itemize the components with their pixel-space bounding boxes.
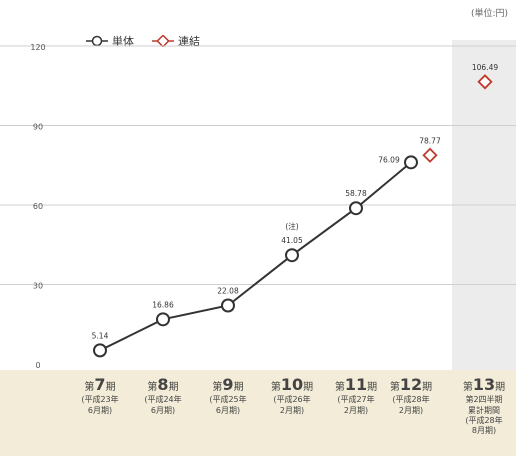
category-label: 第7期 (平成23年 6月期)	[81, 375, 119, 415]
single-point	[349, 201, 363, 216]
legend-single-label: 単体	[112, 35, 134, 48]
legend: 単体 連結	[86, 33, 200, 49]
single-point	[285, 248, 299, 263]
single-data-label: 41.05	[281, 236, 303, 245]
y-tick-label: 90	[33, 123, 43, 132]
unit-label: (単位:円)	[470, 9, 508, 19]
category-label: 第11期 (平成27年 2月期)	[334, 375, 378, 415]
single-data-label: 22.08	[217, 286, 239, 295]
single-point	[156, 312, 170, 327]
single-point	[221, 298, 235, 313]
single-data-label: 76.09	[378, 155, 400, 164]
legend-item-single: 単体	[86, 33, 134, 49]
single-data-label: 5.14	[92, 331, 109, 340]
single-data-label: 58.78	[345, 189, 367, 198]
category-label: 第13期 第2四半期 累計期間 (平成28年 8月期)	[462, 375, 506, 435]
category-label: 第12期 (平成28年 2月期)	[389, 375, 433, 415]
consolidated-point	[477, 74, 493, 90]
single-data-label: 16.86	[152, 300, 174, 309]
category-band	[0, 370, 516, 456]
single-series-line	[99, 161, 412, 352]
single-point	[93, 343, 107, 358]
consolidated-point	[422, 147, 438, 163]
consolidated-data-label: 106.49	[472, 63, 498, 72]
annotation-note: (注)	[285, 221, 298, 231]
category-label: 第10期 (平成26年 2月期)	[270, 375, 314, 415]
legend-item-consolidated: 連結	[152, 33, 200, 49]
y-tick-label: 120	[30, 43, 45, 52]
single-point	[404, 155, 418, 170]
y-tick-label: 0	[35, 361, 40, 370]
category-label: 第9期 (平成25年 6月期)	[209, 375, 247, 415]
legend-consolidated-marker-icon	[152, 35, 174, 47]
y-tick-label: 60	[33, 202, 43, 211]
category-label: 第8期 (平成24年 6月期)	[144, 375, 182, 415]
legend-consolidated-label: 連結	[178, 35, 200, 48]
consolidated-data-label: 78.77	[419, 136, 441, 145]
y-tick-label: 30	[33, 282, 43, 291]
